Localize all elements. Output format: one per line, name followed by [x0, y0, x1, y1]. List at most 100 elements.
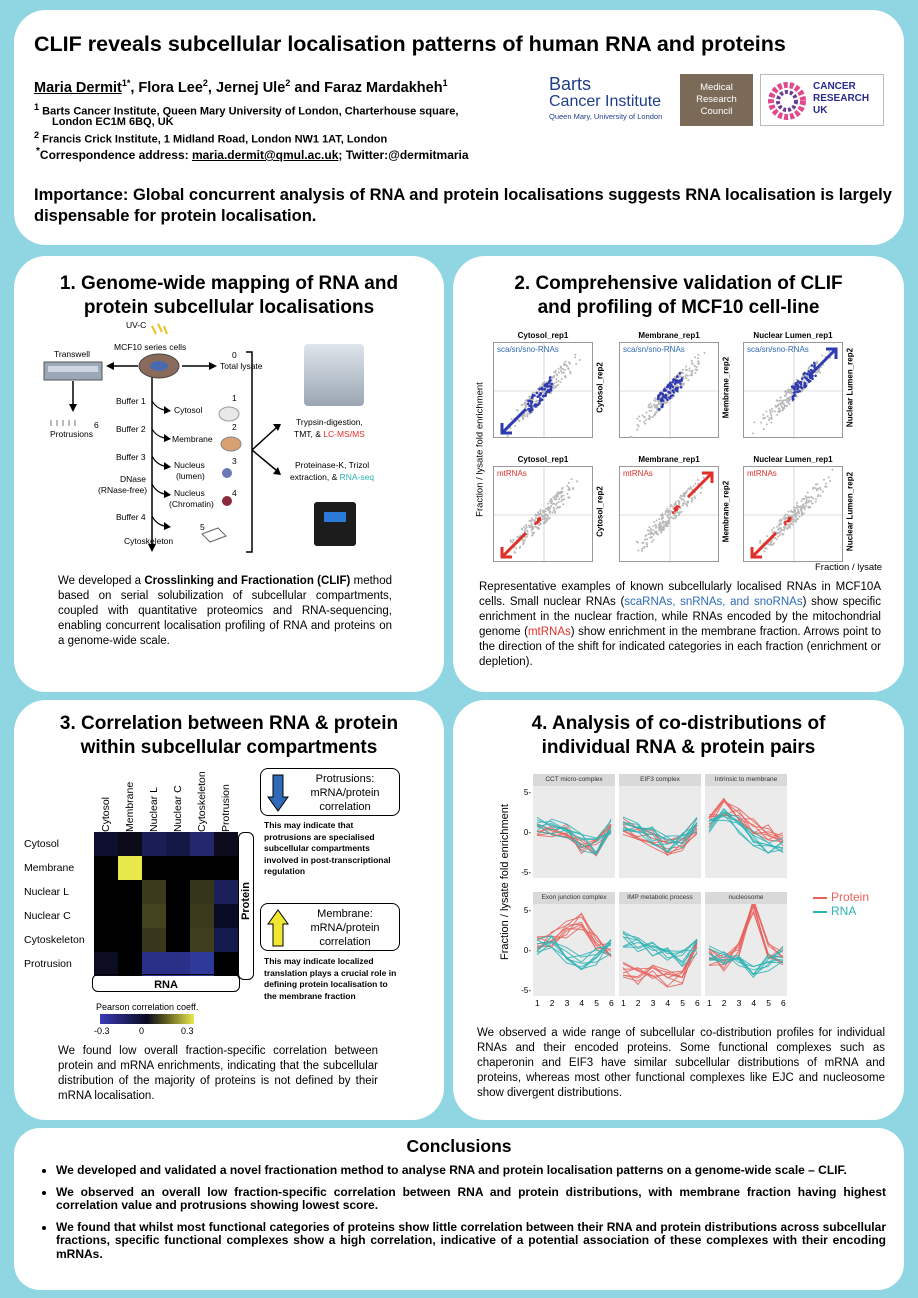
- scatter-points: [494, 343, 594, 439]
- up-arrow-icon: [267, 909, 289, 947]
- heatmap-cell: [214, 856, 238, 880]
- rna-profile-line: [536, 941, 612, 963]
- callout-line: Protrusions:: [315, 773, 375, 785]
- rna-profile-line: [536, 829, 612, 848]
- down-arrow-icon: [267, 774, 289, 812]
- heatmap-cell: [214, 904, 238, 928]
- heatmap-cell: [190, 904, 214, 928]
- protein-bracket: Protein: [238, 832, 254, 980]
- desc-text: ) show enrichment in the membrane fracti…: [479, 626, 881, 668]
- heatmap-cell: [94, 856, 118, 880]
- rna-profile-line: [708, 954, 784, 976]
- facet-panel: EIF3 complex: [619, 774, 701, 878]
- heatmap-cell: [190, 856, 214, 880]
- rna-profile-line: [708, 812, 784, 853]
- author-sup: 1: [442, 78, 448, 88]
- rna-profile-line: [708, 945, 784, 971]
- heatmap-cell: [94, 928, 118, 952]
- buffer-label: Buffer 1: [116, 396, 146, 406]
- facet-lines: [622, 816, 698, 857]
- rna-profile-line: [708, 814, 784, 853]
- clif-diagram: UV-C MCF10 series cells Transwell Protru…: [14, 316, 444, 566]
- panel-1-title: 1. Genome-wide mapping of RNA and protei…: [14, 272, 444, 320]
- heatmap-cell: [214, 928, 238, 952]
- cruk-emblem-icon: [768, 82, 806, 120]
- heatmap-cell: [214, 880, 238, 904]
- panel-2-description: Representative examples of known subcell…: [479, 580, 881, 670]
- scatter-plot: Membrane_rep1 Membrane_rep2 mtRNAs: [619, 455, 731, 563]
- scatter-plot: Nuclear Lumen_rep1 Nuclear Lumen_rep2 sca/…: [743, 331, 855, 439]
- desc-text: We developed a: [58, 575, 145, 587]
- scatter-plot: Cytosol_rep1 Cytosol_rep2 mtRNAs: [493, 455, 605, 563]
- panel-3: 3. Correlation between RNA & protein wit…: [14, 700, 444, 1120]
- panel-4: 4. Analysis of co-distributions of indiv…: [453, 700, 904, 1120]
- y-tick: 5-: [523, 906, 531, 915]
- dnase-label: DNase: [120, 474, 146, 484]
- panel-2-title: 2. Comprehensive validation of CLIF and …: [453, 272, 904, 320]
- conclusion-item: We developed and validated a novel fract…: [56, 1163, 886, 1178]
- heatmap-col-label: Cytosol: [100, 796, 112, 832]
- desc-text: method based on serial solubilization of…: [58, 575, 392, 647]
- panel-4-description: We observed a wide range of subcellular …: [477, 1027, 885, 1099]
- facet-panel: CCT micro-complex: [533, 774, 615, 878]
- poster-title: CLIF reveals subcellular localisation pa…: [34, 32, 786, 56]
- affiliation-1b: London EC1M 6BQ, UK: [52, 116, 174, 128]
- affil-text: Barts Cancer Institute, Queen Mary Unive…: [42, 105, 459, 118]
- heatmap-cell: [166, 904, 190, 928]
- scatter-plot: Nuclear Lumen_rep1 Nuclear Lumen_rep2 mtRN…: [743, 455, 855, 563]
- rna-profile-line: [622, 821, 698, 849]
- ms-label-line: TMT, &: [294, 429, 324, 439]
- facet-title: EIF3 complex: [619, 774, 701, 786]
- scatter-y-label: Cytosol_rep2: [595, 486, 605, 537]
- panel-title-line: within subcellular compartments: [80, 737, 378, 758]
- scatter-title: Membrane_rep1: [638, 455, 700, 464]
- heatmap-col-label: Nuclear C: [172, 785, 184, 832]
- mass-spec-instrument: [304, 344, 364, 406]
- fraction-label: Nucleus: [174, 460, 205, 470]
- scatter-category-tag: sca/sn/sno-RNAs: [497, 345, 559, 354]
- rna-profile-line: [708, 819, 784, 854]
- heatmap-row-label: Cytoskeleton: [24, 934, 85, 946]
- conclusions-title: Conclusions: [406, 1136, 512, 1156]
- heatmap-cell: [142, 952, 166, 976]
- legend-tick: 0: [139, 1026, 145, 1036]
- callout-line: Membrane:: [317, 908, 373, 920]
- cruk-logo-text: RESEARCH: [813, 93, 870, 104]
- heatmap-cell: [94, 832, 118, 856]
- rna-profile-line: [622, 822, 698, 854]
- heatmap-cell: [214, 832, 238, 856]
- facet-grid: CCT micro-complex 5- 0- -5- EIF3 complex Intr…: [453, 700, 904, 1020]
- mrc-logo-text: Research: [696, 94, 737, 105]
- scatter-category-tag: sca/sn/sno-RNAs: [747, 345, 809, 354]
- heatmap-col-label: Nuclear L: [148, 787, 160, 832]
- barts-logo-text: Queen Mary, University of London: [549, 112, 663, 121]
- protein-profile-line: [708, 904, 784, 962]
- scatter-y-label: Cytosol_rep2: [595, 362, 605, 413]
- correspondence: *Correspondence address: maria.dermit@qm…: [36, 146, 469, 162]
- heatmap-cell: [118, 832, 142, 856]
- y-tick: 0-: [523, 946, 531, 955]
- legend-title: Pearson correlation coeff.: [96, 1002, 199, 1012]
- panel-2-x-axis-label: Fraction / lysate: [815, 562, 883, 573]
- scatter-points: [494, 467, 594, 563]
- protein-label: Protein: [240, 882, 252, 920]
- rna-profile-line: [536, 818, 612, 854]
- cruk-logo-text: CANCER: [813, 81, 856, 92]
- rna-bracket: RNA: [92, 974, 240, 992]
- scatter-plot: Cytosol_rep1 Cytosol_rep2 sca/sn/sno-RNAs: [493, 331, 605, 439]
- uvc-label: UV-C: [126, 320, 147, 330]
- fraction-number: 1: [232, 393, 237, 403]
- scatter-category-tag: mtRNAs: [623, 469, 653, 478]
- x-tick: 3: [736, 998, 742, 1008]
- fraction-label: (Chromatin): [169, 499, 214, 509]
- facet-panel: Intrinsic to membrane: [705, 774, 787, 878]
- rna-profile-line: [622, 824, 698, 854]
- email-link[interactable]: maria.dermit@qmul.ac.uk: [191, 148, 339, 162]
- heatmap-cell: [118, 952, 142, 976]
- fraction-number: 4: [232, 488, 237, 498]
- scatter-category-tag: mtRNAs: [747, 469, 777, 478]
- fraction-label: (lumen): [176, 471, 205, 481]
- legend-colorbar: [100, 1014, 194, 1024]
- panel-4-title: 4. Analysis of co-distributions of indiv…: [453, 712, 904, 760]
- author-text: , Jernej Ule: [207, 79, 286, 96]
